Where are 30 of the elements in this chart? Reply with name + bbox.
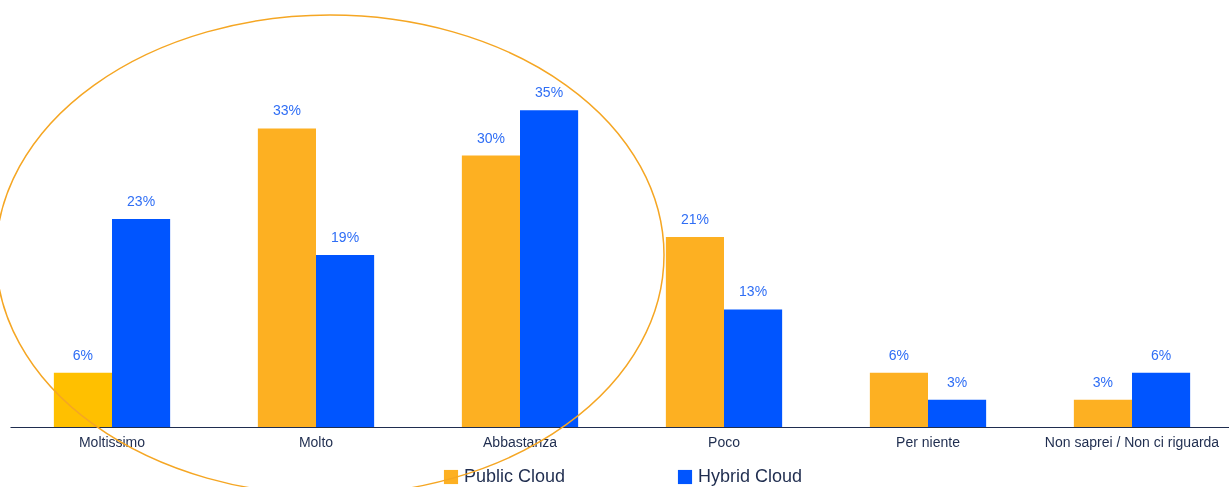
bar [724, 309, 783, 427]
x-tick-label: Per niente [896, 433, 961, 450]
bar [520, 110, 579, 427]
bar [928, 399, 987, 427]
data-label: 13% [739, 283, 768, 300]
legend-label: Public Cloud [464, 466, 566, 486]
data-label: 6% [1150, 346, 1172, 363]
data-label: 21% [680, 211, 709, 227]
data-label: 6% [72, 346, 94, 363]
data-label: 19% [331, 229, 360, 246]
bar [257, 128, 316, 427]
x-tick-label: Poco [708, 433, 741, 450]
bar [869, 372, 928, 427]
data-label: 6% [888, 346, 910, 363]
data-label: 3% [946, 373, 968, 390]
bar [461, 155, 520, 427]
x-tick-label: Non saprei / Non ci riguarda [1044, 433, 1220, 450]
x-tick-label: Molto [298, 433, 334, 450]
bar [1132, 372, 1191, 427]
data-label: 30% [476, 129, 505, 146]
data-label: 33% [272, 102, 301, 119]
bar [53, 372, 112, 427]
legend-label: Hybrid Cloud [698, 466, 803, 486]
data-label: 23% [127, 192, 156, 209]
bar [316, 255, 375, 427]
bar [665, 237, 724, 427]
bar [112, 218, 171, 427]
data-label: 35% [535, 84, 564, 101]
data-label: 3% [1092, 373, 1114, 390]
bar [1073, 399, 1132, 427]
